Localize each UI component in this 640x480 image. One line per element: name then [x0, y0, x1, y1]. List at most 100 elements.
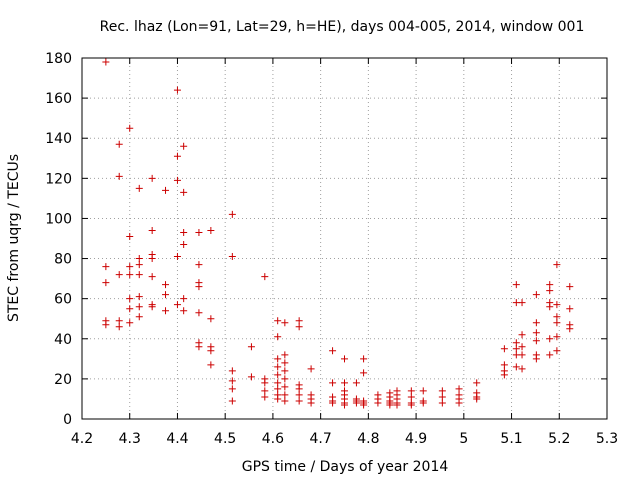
- data-point: [295, 323, 303, 331]
- data-point: [566, 283, 574, 291]
- data-point: [546, 287, 554, 295]
- data-point: [207, 347, 215, 355]
- data-point: [173, 301, 181, 309]
- data-point: [173, 152, 181, 160]
- data-point: [307, 365, 315, 373]
- data-point: [500, 361, 508, 369]
- data-point: [180, 295, 188, 303]
- data-point: [180, 188, 188, 196]
- data-point: [228, 210, 236, 218]
- data-point: [180, 307, 188, 315]
- data-point: [438, 387, 446, 395]
- data-point: [518, 343, 526, 351]
- y-tick-label: 140: [45, 131, 72, 147]
- data-point: [162, 186, 170, 194]
- data-point: [173, 253, 181, 261]
- y-tick-label: 160: [45, 91, 72, 107]
- data-point: [553, 313, 561, 321]
- data-point: [307, 399, 315, 407]
- data-point: [261, 387, 269, 395]
- data-point: [148, 303, 156, 311]
- data-point: [341, 355, 348, 363]
- data-point: [126, 295, 134, 303]
- data-point: [360, 369, 368, 377]
- data-point: [207, 361, 215, 369]
- y-tick-label: 120: [45, 171, 72, 187]
- data-point: [135, 184, 143, 192]
- data-point: [247, 343, 255, 351]
- data-point: [195, 343, 203, 351]
- data-point: [261, 273, 269, 281]
- data-point: [360, 355, 368, 363]
- data-point: [162, 307, 170, 315]
- data-point: [195, 283, 203, 291]
- x-tick-label: 4.4: [166, 431, 188, 447]
- x-axis-label: GPS time / Days of year 2014: [242, 459, 449, 475]
- data-point: [126, 263, 134, 271]
- data-point: [407, 387, 415, 395]
- data-point: [419, 399, 427, 407]
- y-axis-label: STEC from uqrg / TECUs: [6, 154, 22, 322]
- data-point: [148, 255, 156, 263]
- data-point: [274, 355, 282, 363]
- data-point: [546, 303, 554, 311]
- data-point: [115, 317, 123, 325]
- x-tick-label: 4.6: [262, 431, 284, 447]
- data-point: [115, 271, 123, 279]
- y-tick-label: 180: [45, 51, 72, 67]
- data-point: [126, 124, 134, 132]
- data-point: [274, 317, 282, 325]
- data-point: [281, 319, 289, 327]
- data-point: [374, 399, 382, 407]
- data-point: [207, 226, 215, 234]
- x-tick-label: 5.3: [596, 431, 618, 447]
- data-point: [281, 391, 289, 399]
- data-point: [386, 401, 394, 409]
- y-tick-label: 0: [63, 412, 72, 428]
- data-point: [281, 351, 289, 359]
- data-point: [407, 401, 415, 409]
- x-tick-labels: 4.2 4.3 4.4 4.5 4.6 4.7 4.8 4.9 5 5.1 5.2 5.3: [71, 431, 618, 447]
- data-point: [261, 379, 269, 387]
- data-point: [148, 226, 156, 234]
- data-point: [115, 172, 123, 180]
- x-tick-label: 5: [459, 431, 468, 447]
- data-point: [329, 399, 337, 407]
- data-point: [281, 375, 289, 383]
- data-point: [553, 333, 561, 341]
- data-point: [512, 345, 520, 353]
- x-tick-label: 4.8: [357, 431, 379, 447]
- chart-title: Rec. lhaz (Lon=91, Lat=29, h=HE), days 0…: [100, 19, 585, 35]
- data-point: [135, 293, 143, 301]
- data-point: [546, 281, 554, 289]
- data-point: [148, 174, 156, 182]
- data-point: [162, 281, 170, 289]
- data-points: [102, 58, 574, 409]
- data-point: [553, 347, 561, 355]
- y-tick-label: 40: [54, 332, 72, 348]
- data-point: [546, 335, 554, 343]
- data-point: [419, 387, 427, 395]
- data-point: [207, 315, 215, 323]
- x-tick-label: 4.9: [405, 431, 427, 447]
- data-point: [512, 363, 520, 371]
- data-point: [228, 385, 236, 393]
- data-point: [135, 261, 143, 269]
- data-point: [135, 313, 143, 321]
- plot-frame: [81, 57, 608, 420]
- data-point: [274, 371, 282, 379]
- x-tick-label: 5.1: [500, 431, 522, 447]
- data-point: [274, 385, 282, 393]
- data-point: [518, 365, 526, 373]
- data-point: [532, 329, 540, 337]
- data-point: [228, 253, 236, 261]
- x-tick-label: 4.3: [119, 431, 141, 447]
- data-point: [295, 391, 303, 399]
- y-tick-label: 20: [54, 372, 72, 388]
- data-point: [512, 339, 520, 347]
- data-point: [341, 401, 348, 409]
- data-point: [102, 58, 110, 66]
- data-point: [546, 351, 554, 359]
- data-point: [532, 319, 540, 327]
